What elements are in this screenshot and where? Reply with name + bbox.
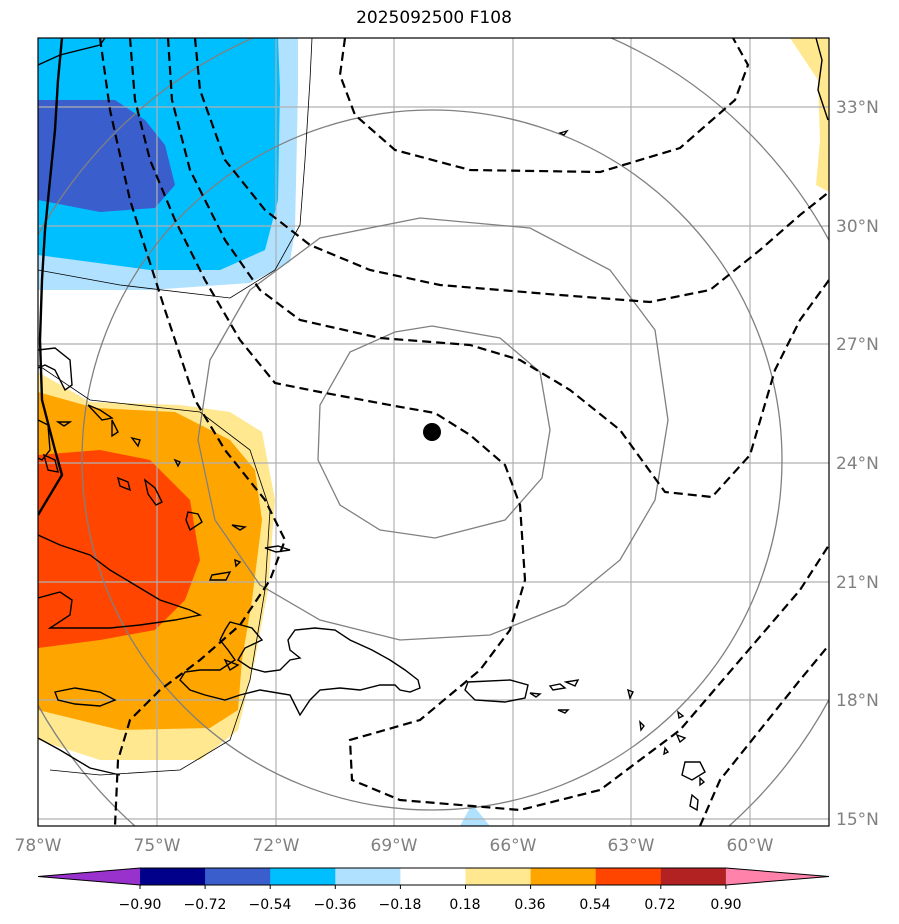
lon-label: 72°W	[253, 836, 300, 856]
coastlines	[38, 38, 829, 812]
colorbar-swatch	[530, 868, 597, 885]
lat-lon-grid	[38, 38, 829, 826]
lon-label: 69°W	[371, 836, 418, 856]
colorbar-swatch	[140, 868, 206, 885]
longitude-labels: 78°W 75°W 72°W 69°W 66°W 63°W 60°W	[15, 836, 774, 856]
colorbar-label: 0.36	[514, 897, 545, 913]
colorbar-extend-low	[38, 868, 140, 885]
colorbar-label: −0.18	[379, 897, 422, 913]
colorbar-extend-high	[725, 868, 829, 885]
colorbar-swatch	[270, 868, 336, 885]
lat-label: 15°N	[836, 810, 879, 830]
colorbar-swatch	[595, 868, 662, 885]
colorbar-labels: −0.90 −0.72 −0.54 −0.36 −0.18 0.18 0.36 …	[119, 897, 742, 913]
lon-label: 78°W	[15, 836, 62, 856]
zero-contour	[38, 38, 313, 299]
latitude-labels: 33°N 30°N 27°N 24°N 21°N 18°N 15°N	[836, 98, 879, 830]
colorbar-label: −0.72	[184, 897, 227, 913]
colorbar-label: −0.90	[119, 897, 162, 913]
dashed-contours	[98, 38, 829, 826]
colorbar-label: 0.54	[579, 897, 610, 913]
zero-contour-south	[38, 364, 271, 776]
lon-label: 75°W	[134, 836, 181, 856]
lat-label: 24°N	[836, 454, 879, 474]
colorbar-label: 0.18	[449, 897, 480, 913]
lon-label: 60°W	[727, 836, 774, 856]
solid-black-contour	[38, 38, 64, 516]
colorbar-label: 0.72	[644, 897, 675, 913]
lat-label: 18°N	[836, 691, 879, 711]
lon-label: 66°W	[490, 836, 537, 856]
lat-label: 33°N	[836, 98, 879, 118]
map-frame	[37, 37, 830, 827]
storm-center-dot	[423, 423, 441, 441]
colorbar	[37, 867, 830, 889]
lon-label: 63°W	[608, 836, 655, 856]
lat-label: 30°N	[836, 217, 879, 237]
colorbar-label: −0.54	[249, 897, 292, 913]
colorbar-swatch	[660, 868, 727, 885]
lat-label: 21°N	[836, 573, 879, 593]
colorbar-swatch	[400, 868, 466, 885]
negative-shading	[38, 38, 490, 826]
map-title: 2025092500 F108	[356, 8, 512, 28]
colorbar-swatch	[205, 868, 271, 885]
lat-label: 27°N	[836, 335, 879, 355]
colorbar-label: 0.90	[710, 897, 741, 913]
colorbar-label: −0.36	[314, 897, 357, 913]
colorbar-swatch	[465, 868, 532, 885]
colorbar-swatch	[335, 868, 401, 885]
